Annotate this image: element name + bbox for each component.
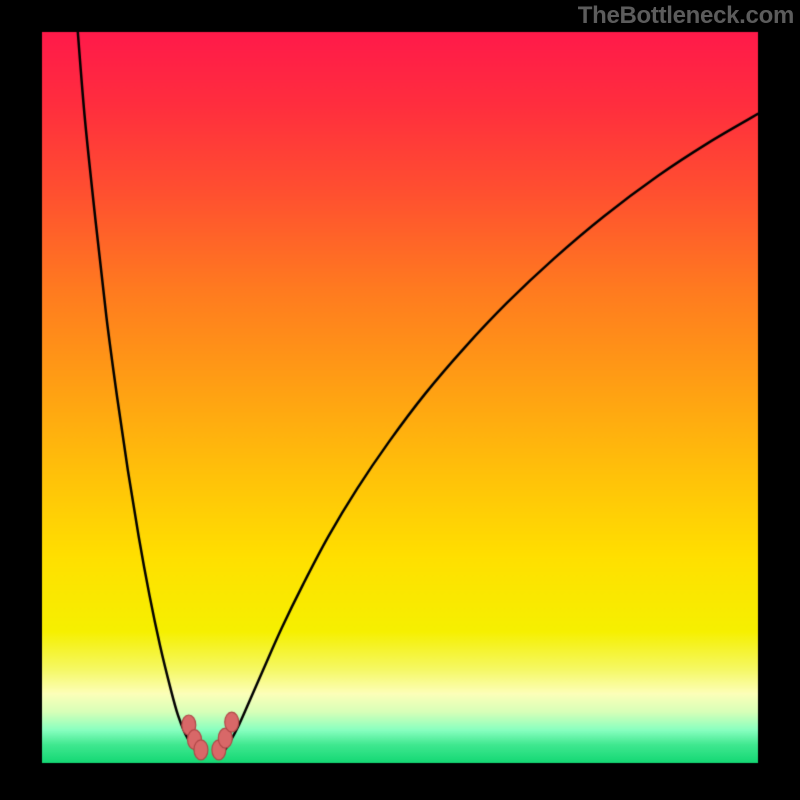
bottleneck-curve-chart xyxy=(0,0,800,800)
chart-container: TheBottleneck.com xyxy=(0,0,800,800)
watermark-text: TheBottleneck.com xyxy=(578,2,794,30)
